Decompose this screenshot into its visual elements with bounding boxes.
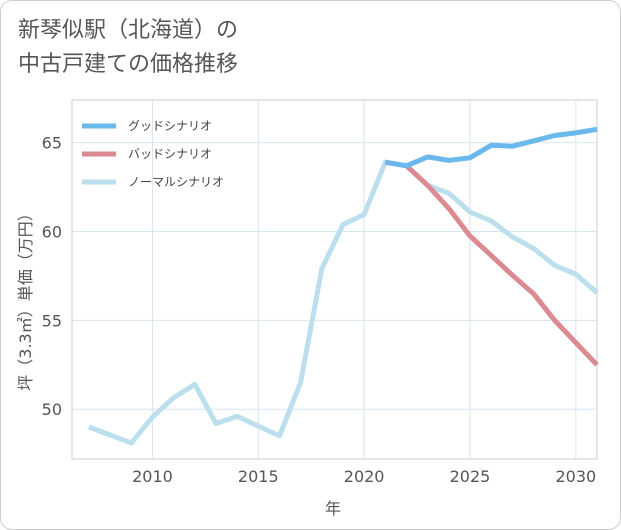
legend-good: グッドシナリオ [82,119,212,133]
y-axis-label: 坪（3.3㎡）単価（万円） [16,205,35,390]
x-tick-label: 2010 [132,467,173,486]
normal-scenario-line [88,159,599,446]
y-tick-label: 65 [42,134,62,153]
x-tick-label: 2020 [344,467,385,486]
chart-title-line2: 中古戸建ての価格推移 [18,52,239,77]
legend-label: バッドシナリオ [128,147,212,161]
x-tick-label: 2025 [450,467,491,486]
legend-bad: バッドシナリオ [82,147,212,161]
chart-title-line1: 新琴似駅（北海道）の [18,18,239,43]
good-scenario-line [384,126,598,169]
legend-label: ノーマルシナリオ [128,175,224,189]
axis-ticks: 2010 2015 2020 2025 2030 50 55 60 65 [42,134,597,486]
series-lines [88,126,599,446]
chart-title: 新琴似駅（北海道）の 中古戸建ての価格推移 [18,14,238,82]
plot-frame [71,99,598,460]
x-tick-label: 2015 [238,467,279,486]
x-axis-label: 年 [325,499,341,518]
legend-label: グッドシナリオ [128,119,212,133]
y-tick-label: 60 [42,223,62,242]
y-tick-label: 50 [42,400,62,419]
x-tick-label: 2030 [555,467,596,486]
y-tick-label: 55 [42,311,62,330]
legend-normal: ノーマルシナリオ [82,175,224,189]
bad-scenario-line [384,159,599,367]
